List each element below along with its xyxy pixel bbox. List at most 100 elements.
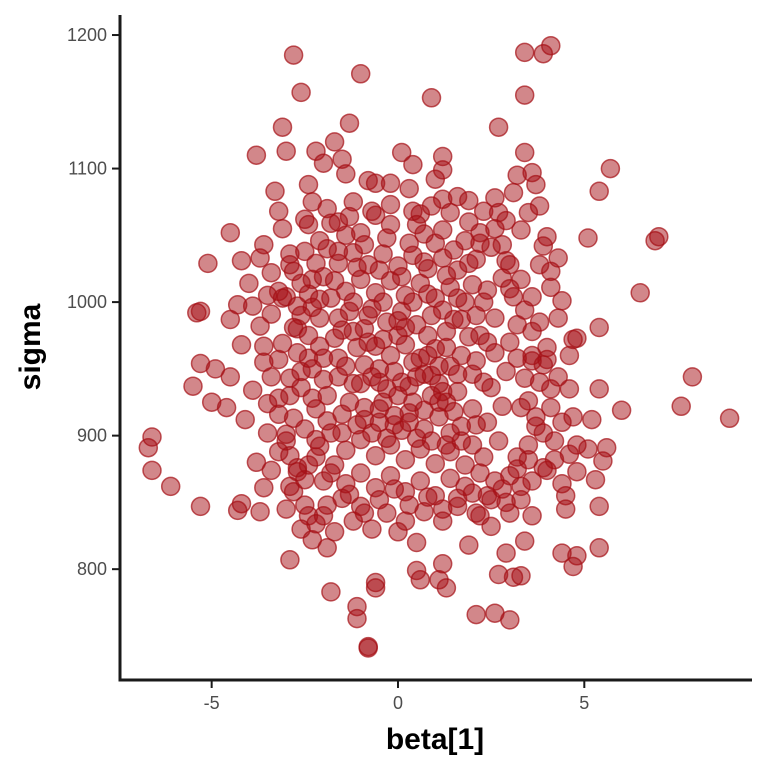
data-point [432,300,453,320]
data-point [432,499,453,519]
data-point [339,206,360,227]
data-point [347,415,367,435]
data-point [451,309,472,330]
data-point [313,153,334,173]
data-point [380,345,401,366]
data-point [645,230,665,251]
data-point [395,317,416,338]
data-point [291,273,311,294]
data-point [529,254,550,275]
data-point [522,471,542,491]
data-point [280,254,300,275]
data-point [477,332,498,352]
data-point [500,254,520,275]
data-point [514,368,535,388]
data-point [343,373,364,394]
data-point [276,499,296,519]
y-axis-ticks: 800 900 1000 1100 1200 [67,25,120,579]
data-point [406,560,427,581]
data-point [306,429,326,450]
data-point [287,461,308,482]
data-point [488,431,509,451]
data-point [719,408,740,429]
data-point [488,564,509,585]
data-point [309,289,330,310]
data-point [470,222,490,243]
data-point [466,604,486,625]
data-point [350,463,371,483]
data-point [242,380,263,400]
data-point [514,85,535,105]
data-point [541,35,561,56]
data-point [403,292,423,312]
data-point [138,437,159,458]
data-point [421,88,442,108]
data-point [492,396,513,417]
data-point [406,214,427,235]
data-point [250,316,270,336]
data-point [369,260,390,280]
data-point [377,428,397,449]
data-point [477,280,498,300]
data-point [309,336,330,356]
data-point [365,445,386,466]
data-point [548,367,568,387]
data-point [261,262,282,283]
data-point [514,142,535,163]
data-point [481,516,501,537]
data-point [373,292,393,312]
data-point [589,538,609,558]
data-point [589,496,609,517]
data-point [220,222,241,243]
data-point [332,423,352,443]
data-point [302,530,323,550]
data-point [391,266,412,287]
data-point [522,506,542,526]
data-point [436,337,457,358]
data-point [287,319,308,339]
data-point [511,566,531,586]
data-point [317,538,337,558]
data-point [466,503,486,523]
data-point [231,493,252,514]
points-layer [138,35,740,658]
data-point [205,359,226,379]
data-point [321,213,341,234]
data-point [261,304,282,324]
data-point [518,202,539,223]
data-point [511,489,531,510]
data-point [280,550,300,570]
data-point [600,158,621,179]
data-point [317,411,337,431]
data-point [440,468,460,489]
data-point [399,495,419,515]
data-point [585,469,606,490]
data-point [291,82,311,103]
data-point [462,399,483,419]
data-point [488,117,509,137]
data-point [324,270,345,291]
data-point [276,287,296,307]
x-axis-ticks: -5 0 5 [204,680,589,713]
data-point [436,265,457,286]
data-point [257,285,278,306]
data-point [552,412,572,433]
data-point [395,511,416,531]
data-point [265,181,285,202]
data-point [406,532,427,553]
data-point [160,476,181,497]
data-point [582,409,602,430]
data-point [254,477,274,498]
data-point [339,113,360,133]
data-point [362,201,382,222]
data-point [298,174,319,195]
data-point [362,519,382,539]
data-point [492,234,513,255]
data-point [395,449,416,470]
data-point [526,174,546,195]
data-point [418,284,438,304]
data-point [567,461,587,482]
data-point [257,423,278,443]
data-point [306,447,326,467]
